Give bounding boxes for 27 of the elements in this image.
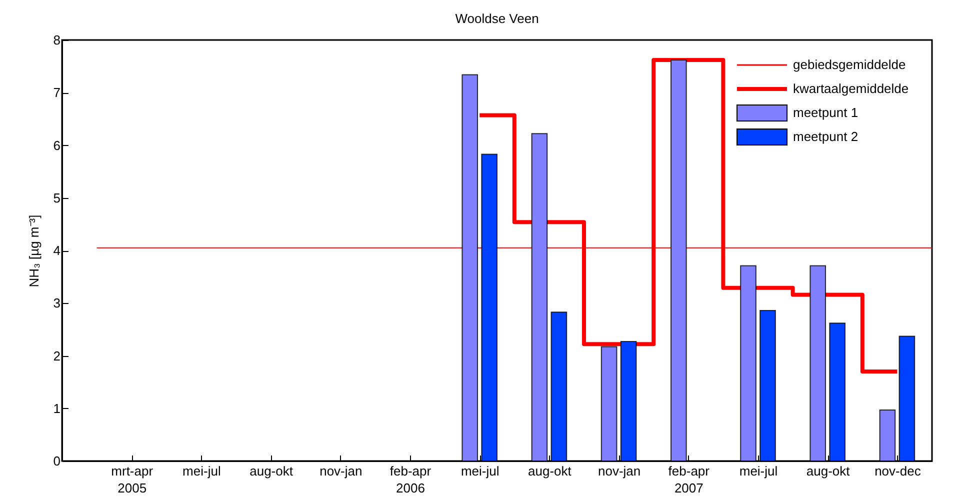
y-tick-label: 4 bbox=[53, 243, 60, 258]
x-tick-label: mrt-apr 2005 bbox=[111, 464, 154, 496]
legend-label: meetpunt 2 bbox=[793, 129, 858, 144]
x-tick-label: nov-jan bbox=[598, 464, 641, 478]
legend-label: kwartaalgemiddelde bbox=[793, 81, 909, 96]
x-tick-label: feb-apr 2006 bbox=[390, 464, 432, 496]
y-tick-label: 1 bbox=[53, 400, 60, 416]
x-tick-label: feb-apr 2007 bbox=[668, 464, 710, 496]
x-tick-label: nov-jan bbox=[320, 464, 362, 478]
y-axis-title: NH₃ [µg m⁻³] bbox=[26, 214, 42, 288]
chart-title: Wooldse Veen bbox=[455, 11, 539, 26]
y-tick-label: 6 bbox=[53, 138, 60, 153]
x-tick-label: aug-okt bbox=[806, 464, 850, 478]
x-tick-label: mei-jul bbox=[739, 464, 778, 478]
y-tick-label: 0 bbox=[53, 454, 60, 468]
x-tick-label: mei-jul bbox=[460, 464, 500, 478]
legend-label: meetpunt 1 bbox=[793, 105, 858, 120]
y-tick-label: 7 bbox=[53, 85, 60, 100]
y-tick-label: 8 bbox=[53, 32, 60, 48]
legend-label: gebiedsgemiddelde bbox=[793, 57, 906, 72]
x-tick-label: aug-okt bbox=[250, 464, 294, 478]
y-tick-label: 5 bbox=[53, 190, 60, 206]
x-tick-label: aug-okt bbox=[528, 464, 572, 478]
x-tick-label: mei-jul bbox=[182, 464, 221, 478]
y-tick-label: 3 bbox=[53, 296, 60, 311]
x-tick-label: nov-dec bbox=[874, 464, 922, 478]
y-tick-label: 2 bbox=[53, 348, 60, 364]
